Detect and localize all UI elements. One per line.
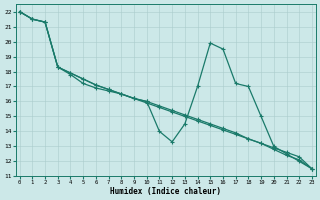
X-axis label: Humidex (Indice chaleur): Humidex (Indice chaleur) [110, 187, 221, 196]
